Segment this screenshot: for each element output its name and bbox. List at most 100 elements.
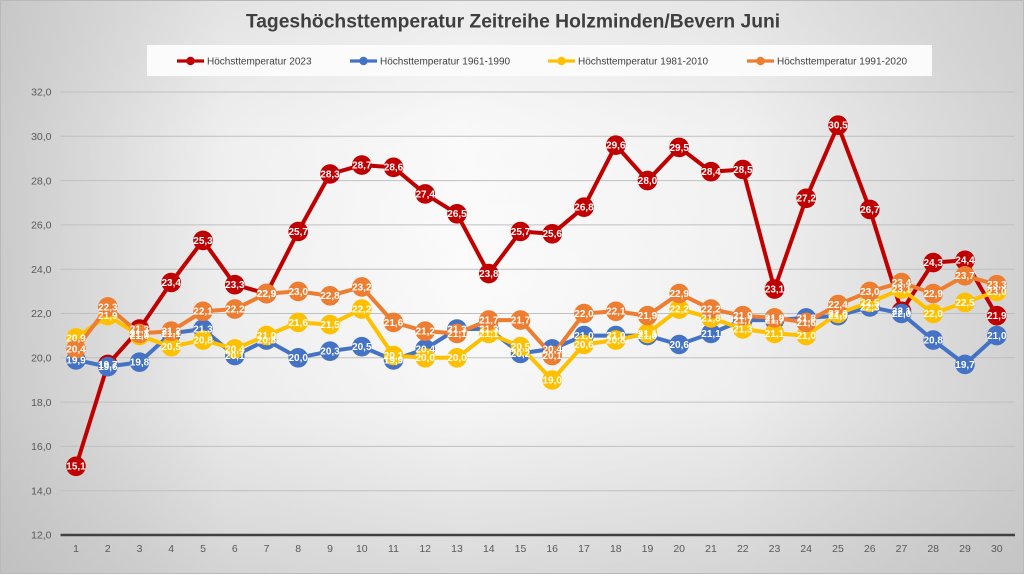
svg-text:22,8: 22,8: [320, 291, 340, 302]
svg-text:30,0: 30,0: [31, 131, 52, 143]
svg-text:30: 30: [991, 543, 1003, 555]
svg-text:24: 24: [800, 543, 812, 555]
svg-text:28,0: 28,0: [638, 176, 658, 187]
svg-text:22,1: 22,1: [606, 307, 626, 318]
svg-text:9: 9: [327, 543, 333, 555]
svg-text:20,4: 20,4: [415, 344, 435, 355]
svg-text:20,0: 20,0: [415, 353, 435, 364]
svg-text:18,0: 18,0: [31, 397, 52, 409]
svg-text:22,2: 22,2: [352, 305, 372, 316]
svg-text:27: 27: [896, 543, 908, 555]
svg-text:21,1: 21,1: [638, 329, 658, 340]
svg-text:22,0: 22,0: [892, 309, 912, 320]
svg-text:21,5: 21,5: [320, 320, 340, 331]
svg-text:22,5: 22,5: [860, 298, 880, 309]
svg-text:21,9: 21,9: [987, 311, 1007, 322]
svg-text:23,1: 23,1: [892, 285, 912, 296]
svg-text:21,1: 21,1: [161, 329, 181, 340]
svg-text:20,1: 20,1: [225, 351, 245, 362]
svg-text:19,9: 19,9: [66, 355, 86, 366]
svg-text:22,0: 22,0: [923, 309, 943, 320]
svg-text:28,5: 28,5: [733, 165, 753, 176]
svg-text:20,5: 20,5: [352, 342, 372, 353]
svg-text:26,7: 26,7: [860, 205, 880, 216]
svg-text:16,0: 16,0: [31, 441, 52, 453]
svg-text:25,7: 25,7: [511, 227, 531, 238]
svg-text:30,5: 30,5: [828, 121, 848, 132]
svg-text:20,1: 20,1: [542, 351, 562, 362]
svg-text:Höchsttemperatur 1981-2010: Höchsttemperatur 1981-2010: [578, 57, 709, 68]
svg-text:20,8: 20,8: [606, 336, 626, 347]
svg-text:22,9: 22,9: [257, 289, 277, 300]
svg-text:22,9: 22,9: [669, 289, 689, 300]
svg-text:1: 1: [73, 543, 79, 555]
svg-text:20,0: 20,0: [288, 353, 308, 364]
svg-text:12: 12: [419, 543, 431, 555]
svg-text:18: 18: [610, 543, 622, 555]
svg-text:22,3: 22,3: [860, 302, 880, 313]
svg-text:21,6: 21,6: [288, 318, 308, 329]
svg-text:20,0: 20,0: [31, 353, 52, 365]
svg-text:Tageshöchsttemperatur Zeitreih: Tageshöchsttemperatur Zeitreihe Holzmind…: [246, 12, 780, 33]
svg-text:28,4: 28,4: [701, 167, 721, 178]
svg-text:22,1: 22,1: [193, 307, 213, 318]
svg-text:23,4: 23,4: [161, 278, 181, 289]
svg-text:7: 7: [264, 543, 270, 555]
svg-text:19: 19: [642, 543, 654, 555]
svg-text:21,9: 21,9: [733, 311, 753, 322]
svg-text:15: 15: [515, 543, 527, 555]
svg-text:27,2: 27,2: [796, 194, 816, 205]
svg-text:24,4: 24,4: [955, 256, 975, 267]
svg-text:26,8: 26,8: [574, 203, 594, 214]
svg-text:25: 25: [832, 543, 844, 555]
svg-text:22,0: 22,0: [574, 309, 594, 320]
svg-text:28: 28: [927, 543, 939, 555]
svg-text:23,1: 23,1: [765, 285, 785, 296]
svg-text:21,3: 21,3: [130, 324, 150, 335]
svg-text:3: 3: [137, 543, 143, 555]
svg-text:26,5: 26,5: [447, 209, 467, 220]
svg-text:20,5: 20,5: [511, 342, 531, 353]
svg-text:19,0: 19,0: [542, 375, 562, 386]
svg-text:28,0: 28,0: [31, 175, 52, 187]
svg-text:19,7: 19,7: [955, 360, 975, 371]
svg-text:20,8: 20,8: [193, 336, 213, 347]
svg-text:19,8: 19,8: [130, 358, 150, 369]
svg-text:21,7: 21,7: [479, 316, 499, 327]
svg-text:20,2: 20,2: [511, 349, 531, 360]
svg-text:16: 16: [546, 543, 558, 555]
svg-text:29: 29: [959, 543, 971, 555]
svg-text:Höchsttemperatur 1961-1990: Höchsttemperatur 1961-1990: [380, 57, 511, 68]
svg-text:21,1: 21,1: [765, 329, 785, 340]
svg-text:5: 5: [200, 543, 206, 555]
svg-text:23,0: 23,0: [987, 287, 1007, 298]
svg-text:13: 13: [451, 543, 463, 555]
svg-text:15,1: 15,1: [66, 462, 86, 473]
svg-text:22,3: 22,3: [98, 302, 118, 313]
svg-text:21,0: 21,0: [987, 331, 1007, 342]
svg-text:23,2: 23,2: [352, 282, 372, 293]
svg-text:23,0: 23,0: [288, 287, 308, 298]
svg-text:21: 21: [705, 543, 717, 555]
svg-text:22,9: 22,9: [257, 289, 277, 300]
svg-text:29,5: 29,5: [669, 143, 689, 154]
svg-text:12,0: 12,0: [31, 530, 52, 542]
svg-text:28,7: 28,7: [352, 161, 372, 172]
svg-text:22,9: 22,9: [923, 289, 943, 300]
svg-text:23,0: 23,0: [860, 287, 880, 298]
svg-text:21,0: 21,0: [796, 331, 816, 342]
svg-text:22,2: 22,2: [669, 305, 689, 316]
svg-text:22,2: 22,2: [225, 305, 245, 316]
svg-text:21,1: 21,1: [479, 329, 499, 340]
svg-text:24,3: 24,3: [923, 258, 943, 269]
svg-text:21,1: 21,1: [701, 329, 721, 340]
svg-text:21,6: 21,6: [384, 318, 404, 329]
svg-text:20,4: 20,4: [225, 344, 245, 355]
svg-text:22: 22: [737, 543, 749, 555]
svg-text:20,6: 20,6: [574, 340, 594, 351]
svg-text:20,4: 20,4: [542, 344, 562, 355]
svg-text:22,2: 22,2: [701, 305, 721, 316]
svg-text:21,3: 21,3: [733, 324, 753, 335]
svg-text:25,6: 25,6: [542, 229, 562, 240]
svg-text:Höchsttemperatur 2023: Höchsttemperatur 2023: [207, 57, 312, 68]
